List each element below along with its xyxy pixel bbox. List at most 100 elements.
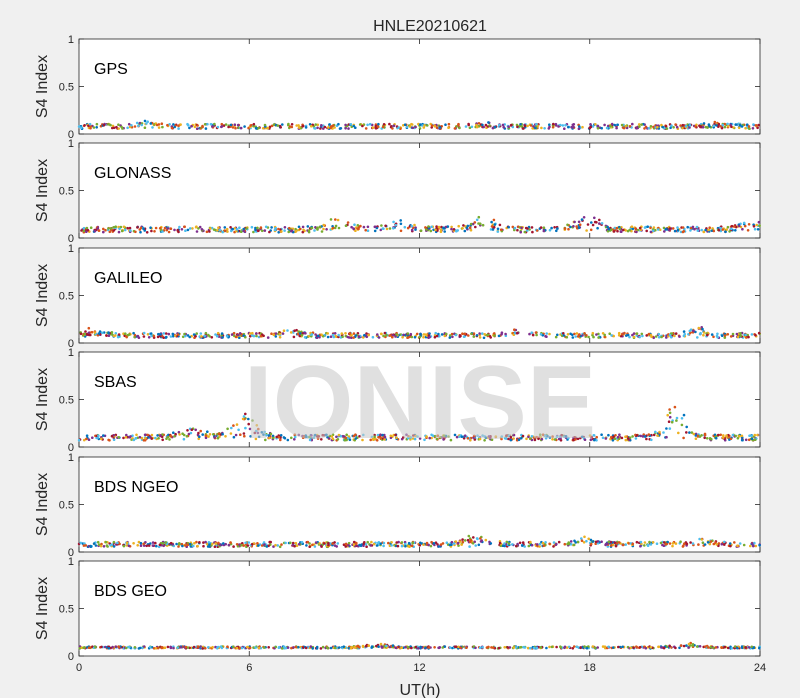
data-point — [326, 126, 330, 129]
data-point — [612, 230, 616, 233]
data-point — [284, 646, 288, 650]
data-point — [248, 646, 252, 650]
data-point — [631, 542, 635, 546]
data-point — [89, 126, 92, 130]
data-point — [384, 224, 387, 228]
data-point — [364, 543, 368, 546]
scatter-points — [77, 534, 761, 549]
data-point — [441, 542, 445, 545]
data-point — [168, 438, 171, 441]
data-point — [696, 229, 700, 232]
data-point — [739, 332, 742, 335]
data-point — [689, 328, 693, 332]
data-point — [723, 125, 727, 129]
data-point — [188, 542, 192, 546]
data-point — [208, 230, 211, 233]
data-point — [450, 540, 454, 544]
data-point — [520, 226, 523, 230]
data-point — [536, 543, 539, 546]
data-point — [197, 227, 200, 230]
data-point — [432, 228, 435, 232]
data-point — [92, 126, 96, 129]
data-point — [631, 122, 634, 126]
data-point — [320, 438, 323, 441]
data-point — [274, 335, 278, 338]
data-point — [519, 230, 522, 234]
data-point — [406, 226, 410, 230]
data-point — [347, 541, 351, 545]
data-point — [377, 436, 380, 439]
data-point — [670, 335, 673, 339]
data-point — [423, 124, 426, 127]
data-point — [204, 331, 208, 335]
data-point — [176, 333, 180, 336]
data-point — [591, 223, 595, 227]
data-point — [151, 126, 154, 129]
data-point — [595, 435, 598, 439]
data-point — [257, 427, 260, 431]
data-point — [342, 543, 346, 546]
data-point — [203, 334, 206, 338]
data-point — [758, 543, 761, 547]
data-point — [744, 126, 747, 130]
data-point — [229, 432, 233, 435]
y-tick-label: 0.5 — [59, 82, 74, 94]
data-point — [481, 123, 484, 127]
data-point — [102, 123, 106, 127]
data-point — [247, 541, 251, 544]
data-point — [218, 228, 222, 232]
data-point — [618, 227, 622, 231]
data-point — [419, 229, 423, 232]
data-point — [563, 645, 567, 649]
data-point — [600, 126, 603, 130]
data-point — [190, 428, 194, 432]
data-point — [188, 335, 191, 339]
data-point — [166, 123, 169, 127]
data-point — [671, 227, 675, 230]
data-point — [422, 543, 425, 546]
data-point — [196, 645, 200, 648]
data-point — [318, 542, 321, 545]
data-point — [339, 434, 343, 438]
data-point — [539, 226, 543, 229]
data-point — [134, 437, 138, 440]
data-point — [267, 646, 271, 649]
data-point — [317, 334, 320, 338]
data-point — [354, 126, 357, 129]
data-point — [516, 542, 519, 546]
data-point — [678, 646, 681, 650]
data-point — [220, 125, 224, 128]
data-point — [293, 435, 297, 439]
data-point — [118, 542, 121, 546]
data-point — [581, 125, 584, 129]
data-point — [589, 125, 593, 129]
scatter-points — [80, 215, 761, 234]
data-point — [551, 438, 554, 441]
data-point — [316, 226, 319, 229]
data-point — [701, 125, 705, 129]
data-point — [638, 125, 641, 128]
data-point — [352, 543, 356, 546]
data-point — [315, 647, 319, 650]
data-point — [639, 540, 643, 544]
data-point — [366, 225, 370, 229]
data-point — [182, 437, 186, 441]
data-point — [464, 125, 468, 128]
data-point — [83, 542, 86, 545]
data-point — [455, 125, 458, 128]
data-point — [539, 646, 543, 649]
data-point — [419, 541, 422, 545]
data-point — [146, 120, 149, 123]
data-point — [260, 544, 264, 547]
data-point — [662, 544, 666, 547]
data-point — [471, 542, 475, 545]
data-point — [665, 227, 668, 231]
data-point — [314, 333, 317, 336]
data-point — [596, 226, 599, 230]
data-point — [701, 541, 705, 544]
data-point — [682, 644, 686, 648]
data-point — [654, 228, 657, 232]
data-point — [355, 541, 358, 545]
data-point — [365, 545, 368, 548]
